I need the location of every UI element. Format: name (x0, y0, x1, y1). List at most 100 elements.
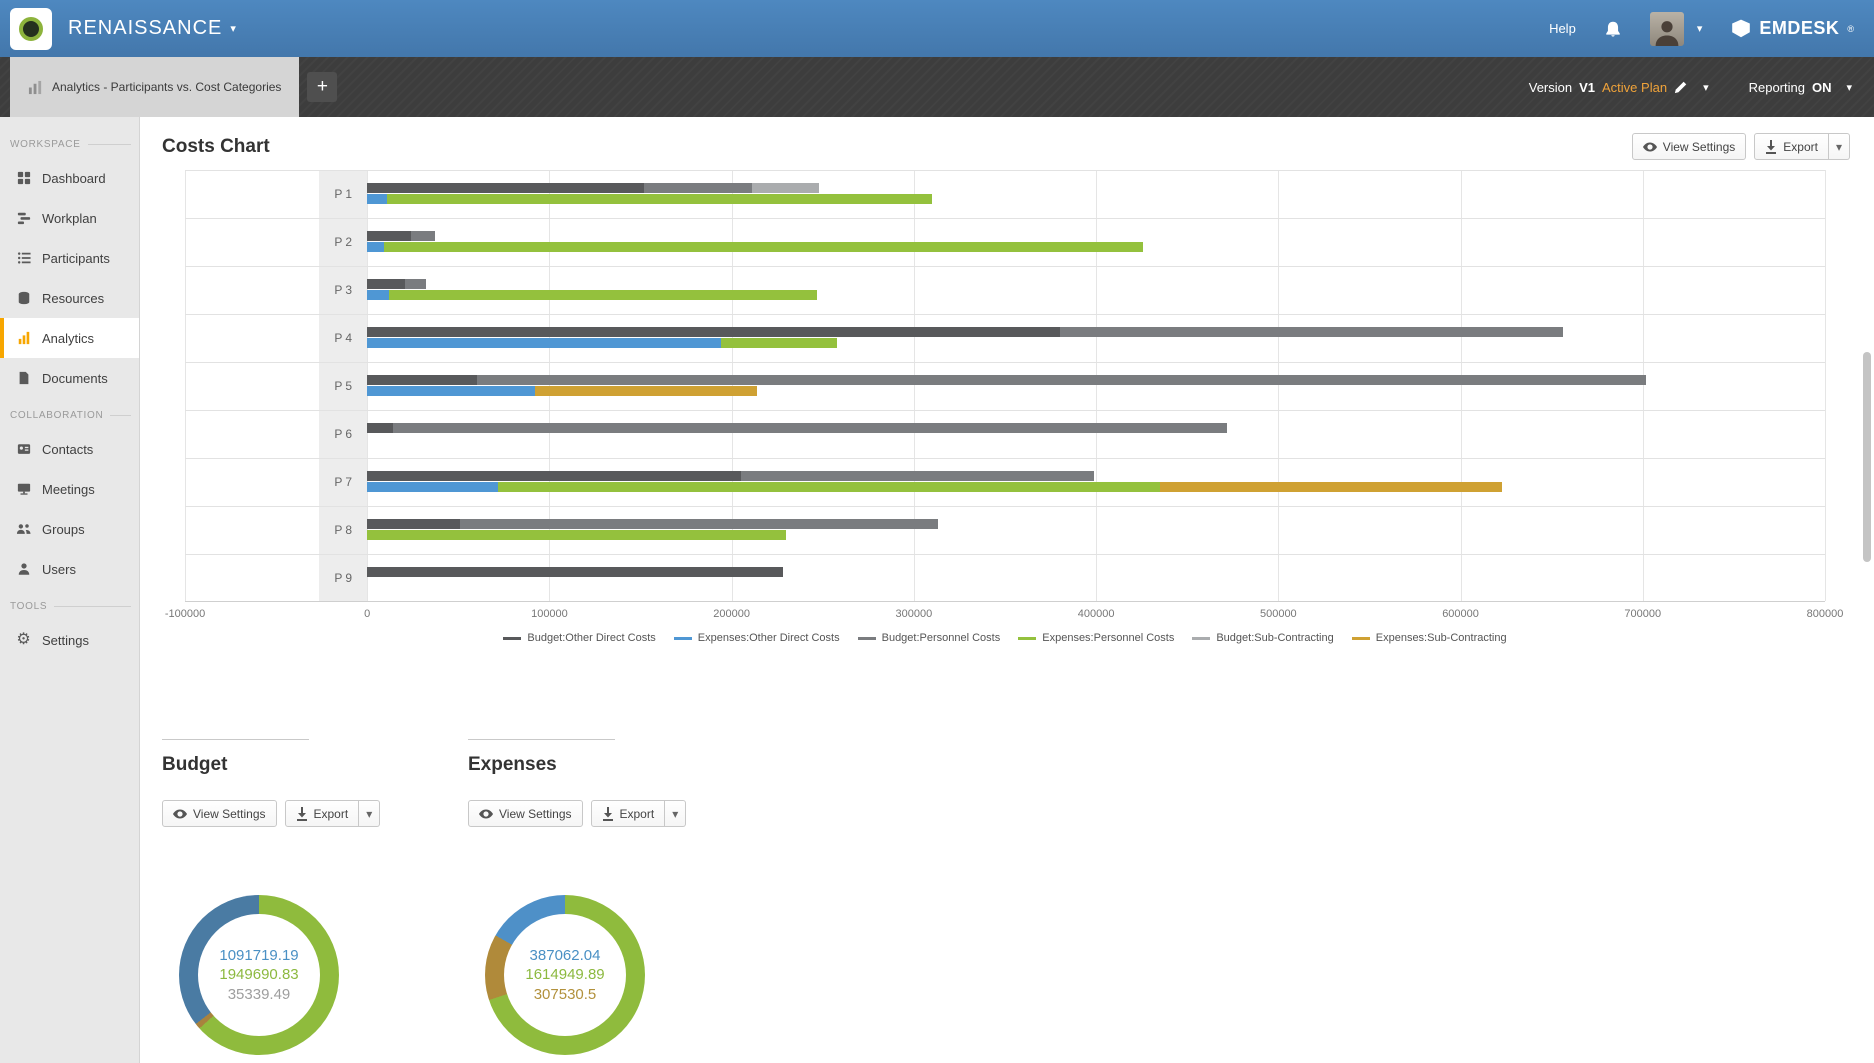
eye-icon (479, 809, 493, 818)
budget-bar-segment (740, 471, 1095, 481)
sidebar-item-settings[interactable]: ⚙ Settings (0, 620, 139, 660)
donut-value: 387062.04 (529, 946, 601, 964)
row-separator (185, 170, 1825, 171)
app-logo[interactable] (10, 7, 52, 50)
expenses-export-button[interactable]: Export (590, 800, 666, 827)
gridline (1460, 170, 1462, 601)
edit-plan-pencil-icon[interactable] (1674, 80, 1688, 94)
active-plan-link[interactable]: Active Plan (1602, 79, 1668, 95)
workspace-name[interactable]: RENAISSANCE (68, 17, 223, 39)
x-tick-label: 600000 (1442, 608, 1479, 620)
sidebar-item-dashboard[interactable]: Dashboard (0, 158, 139, 198)
expenses-bar-segment (367, 338, 721, 348)
eye-icon (173, 809, 187, 818)
legend-label: Expenses:Personnel Costs (1042, 632, 1175, 644)
sidebar-item-workplan[interactable]: Workplan (0, 198, 139, 238)
vertical-scrollbar[interactable] (1863, 352, 1871, 562)
x-tick-label: 700000 (1624, 608, 1662, 620)
export-button[interactable]: Export (1754, 133, 1829, 160)
budget-view-settings-button[interactable]: View Settings (162, 800, 277, 827)
expenses-donut: 387062.04 1614949.89 307530.5 (485, 895, 645, 1055)
category-label: P 4 (334, 331, 353, 345)
sidebar-section-tools: TOOLS (0, 589, 139, 620)
sidebar-item-label: Resources (42, 290, 105, 306)
expenses-bar-segment (367, 290, 390, 300)
row-separator (185, 362, 1825, 363)
expenses-bar-segment (387, 194, 933, 204)
donut-value: 1614949.89 (525, 966, 605, 984)
budget-bar-segment (367, 423, 393, 433)
workspace-caret-icon[interactable]: ▾ (230, 23, 236, 35)
legend-label: Expenses:Other Direct Costs (697, 632, 840, 644)
expenses-view-settings-button[interactable]: View Settings (468, 800, 583, 827)
budget-bar-segment (367, 183, 645, 193)
emdesk-logo-text: EMDESK (1759, 18, 1840, 38)
legend-swatch (857, 636, 876, 640)
sidebar-item-resources[interactable]: Resources (0, 278, 139, 318)
expenses-export-dropdown-button[interactable]: ▾ (665, 800, 687, 827)
expenses-bar-segment (720, 338, 838, 348)
x-tick-label: -100000 (164, 608, 206, 620)
legend-swatch (673, 636, 692, 640)
budget-actions: View Settings Export ▾ (162, 800, 468, 827)
emdesk-logo-reg: ® (1847, 23, 1854, 34)
sidebar-item-groups[interactable]: Groups (0, 509, 139, 549)
legend-label: Budget:Personnel Costs (881, 632, 1001, 644)
view-settings-button[interactable]: View Settings (1631, 133, 1747, 160)
legend-label: Expenses:Sub-Contracting (1375, 632, 1507, 644)
row-separator (185, 410, 1825, 411)
expenses-bar-segment (367, 242, 384, 252)
reporting-label: Reporting (1748, 79, 1805, 95)
expenses-bar-segment (367, 530, 787, 540)
resources-icon (15, 291, 32, 305)
user-menu[interactable]: ▾ (1649, 11, 1702, 46)
sidebar-item-users[interactable]: Users (0, 549, 139, 589)
view-settings-label: View Settings (1662, 139, 1736, 154)
budget-bar-segment (1059, 327, 1563, 337)
budget-donut-hole (198, 914, 320, 1036)
sidebar-item-label: Participants (42, 250, 110, 266)
x-tick-label: 0 (364, 608, 371, 620)
legend-label: Budget:Other Direct Costs (527, 632, 656, 644)
costs-chart-legend: Budget:Other Direct Costs Expenses:Other … (185, 632, 1825, 644)
category-label: P 6 (334, 427, 353, 441)
category-label: P 1 (334, 187, 353, 201)
expenses-bar-segment (534, 386, 758, 396)
budget-bar-segment (460, 519, 938, 529)
budget-bar-segment (367, 567, 783, 577)
sub-sections: Budget View Settings Export ▾ (162, 739, 1874, 1055)
plan-caret-icon[interactable]: ▾ (1703, 81, 1709, 94)
row-separator (185, 266, 1825, 267)
sidebar-item-meetings[interactable]: Meetings (0, 469, 139, 509)
category-label: P 9 (334, 571, 353, 585)
sidebar-item-documents[interactable]: Documents (0, 358, 139, 398)
budget-bar-segment (405, 279, 426, 289)
analytics-icon (15, 331, 32, 345)
tab-bar: Analytics - Participants vs. Cost Catego… (0, 57, 1874, 117)
notifications-bell-icon[interactable] (1604, 20, 1622, 38)
reporting-value: ON (1811, 79, 1832, 95)
budget-export-button[interactable]: Export (284, 800, 360, 827)
category-label: P 5 (334, 379, 353, 393)
tab-analytics-participants-vs-cost-categories[interactable]: Analytics - Participants vs. Cost Catego… (10, 57, 300, 117)
legend-swatch (1192, 636, 1211, 640)
expenses-bar-segment (1159, 482, 1503, 492)
budget-export-dropdown-button[interactable]: ▾ (359, 800, 381, 827)
sidebar-item-participants[interactable]: Participants (0, 238, 139, 278)
export-dropdown-button[interactable]: ▾ (1828, 133, 1850, 160)
navbar-right: Help ▾ EMDESK ® (1549, 11, 1854, 46)
sidebar-item-contacts[interactable]: Contacts (0, 429, 139, 469)
eye-icon (1642, 142, 1657, 151)
category-label: P 8 (334, 523, 353, 537)
category-label: P 3 (334, 283, 353, 297)
sidebar-item-analytics[interactable]: Analytics (0, 318, 139, 358)
view-settings-label: View Settings (193, 806, 266, 821)
expenses-bar-segment (367, 194, 388, 204)
category-label: P 7 (334, 475, 353, 489)
reporting-caret-icon[interactable]: ▾ (1846, 81, 1852, 94)
new-tab-button[interactable]: + (307, 72, 338, 102)
navbar-left: RENAISSANCE ▾ (10, 7, 236, 50)
tabbar-right-controls: Version V1 Active Plan ▾ Reporting ON ▾ (1529, 57, 1874, 117)
budget-export-group: Export ▾ (284, 800, 381, 827)
help-link[interactable]: Help (1549, 21, 1576, 36)
